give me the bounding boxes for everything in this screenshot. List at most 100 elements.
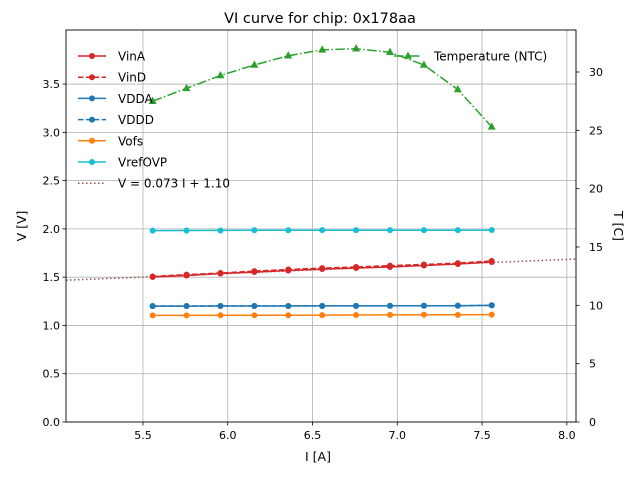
series-vddd <box>149 302 495 310</box>
data-point <box>319 265 326 272</box>
data-point <box>251 227 258 234</box>
legend-label: VinD <box>118 71 146 85</box>
y2-axis-label: T [C] <box>611 210 626 241</box>
data-point <box>285 227 292 234</box>
legend-marker <box>404 51 412 59</box>
data-point <box>352 44 361 52</box>
x-axis-label: I [A] <box>305 449 331 464</box>
legend-item: VinD <box>78 71 146 85</box>
legend-label: VDDA <box>118 92 153 106</box>
y2-tick-label: 20 <box>589 183 603 196</box>
data-point <box>453 85 462 93</box>
legend-label: Vofs <box>118 134 143 148</box>
data-point <box>285 266 292 273</box>
axes-frame <box>65 29 577 423</box>
legend-label: Temperature (NTC) <box>433 50 547 64</box>
data-point <box>149 273 156 280</box>
axes: 5.5 6.0 6.5 7.0 7.5 8.0 0.0 0.5 1.0 1.5 2.0 2.5 3.0 3… <box>43 29 603 442</box>
legend-item: Vofs <box>78 134 143 148</box>
data-point <box>353 302 360 309</box>
data-point <box>387 302 394 309</box>
y2-tick-label: 30 <box>589 66 603 79</box>
legend-temperature: Temperature (NTC) <box>394 50 547 64</box>
data-point <box>149 227 156 234</box>
data-point <box>149 312 156 319</box>
series-vofs <box>149 311 495 319</box>
data-point <box>319 302 326 309</box>
data-point <box>217 302 224 309</box>
data-point <box>419 60 428 68</box>
series-vind <box>149 258 495 280</box>
y2-tick-label: 10 <box>589 299 603 312</box>
data-point <box>487 122 496 130</box>
y-axis-label: V [V] <box>14 211 29 242</box>
legend-label: VrefOVP <box>118 156 167 170</box>
y2-tick-label: 0 <box>589 416 596 429</box>
y2-tick-label: 15 <box>589 241 603 254</box>
data-point <box>285 302 292 309</box>
data-point <box>251 312 258 319</box>
data-point <box>183 303 190 310</box>
legend-marker <box>89 116 95 123</box>
data-point <box>353 227 360 234</box>
legend-marker <box>89 53 95 59</box>
legend-item: VDDD <box>78 113 154 127</box>
x-tick-label: 7.5 <box>473 429 491 442</box>
x-tick-label: 6.5 <box>304 429 322 442</box>
data-point <box>250 60 259 68</box>
y-tick-label: 2.0 <box>43 223 61 236</box>
data-point <box>183 312 190 319</box>
data-point <box>386 47 395 55</box>
series-temperature-ntc- <box>148 44 496 130</box>
legend-item: VrefOVP <box>78 156 167 170</box>
data-point <box>148 96 157 104</box>
y2-tick-label: 25 <box>589 124 603 137</box>
data-point <box>420 261 427 268</box>
legend-marker <box>89 137 95 144</box>
legend-item: V = 0.073 I + 1.10 <box>78 177 230 191</box>
data-point <box>183 271 190 278</box>
data-point <box>319 312 326 319</box>
data-point <box>353 264 360 271</box>
data-point <box>454 227 461 234</box>
legend-item: VinA <box>78 50 146 64</box>
data-point <box>318 45 327 53</box>
data-point <box>387 227 394 234</box>
legend-marker <box>89 95 95 102</box>
data-point <box>488 258 495 265</box>
legend-label: VDDD <box>118 113 154 127</box>
x-tick-label: 7.0 <box>389 429 407 442</box>
data-point <box>183 227 190 234</box>
data-point <box>488 302 495 309</box>
data-point <box>454 311 461 318</box>
data-point <box>454 260 461 267</box>
data-point <box>420 311 427 318</box>
data-point <box>420 227 427 234</box>
data-point <box>420 302 427 309</box>
data-point <box>182 83 191 92</box>
plot-area <box>65 44 577 319</box>
data-point <box>454 302 461 309</box>
y-tick-label: 1.0 <box>43 319 61 332</box>
y-tick-label: 3.0 <box>43 126 61 139</box>
legend-item: Temperature (NTC) <box>394 50 547 64</box>
legend-marker <box>89 159 95 165</box>
x-tick-label: 6.0 <box>219 429 237 442</box>
series-vrefovp <box>149 227 495 234</box>
data-point <box>217 227 224 234</box>
legend-label: VinA <box>118 50 146 64</box>
y-tick-label: 0.5 <box>43 368 61 381</box>
legend-marker <box>89 74 95 81</box>
data-point <box>251 302 258 309</box>
data-point <box>284 51 293 59</box>
x-tick-label: 8.0 <box>558 429 576 442</box>
data-point <box>319 227 326 234</box>
legend-label: V = 0.073 I + 1.10 <box>118 177 230 191</box>
data-point <box>216 71 225 79</box>
legend-voltages: VinA VinD VDDA VDDD Vofs VrefOVP V = 0.073 I +… <box>78 50 230 191</box>
data-point <box>149 303 156 310</box>
data-point <box>285 312 292 319</box>
y-tick-label: 3.5 <box>43 78 61 91</box>
